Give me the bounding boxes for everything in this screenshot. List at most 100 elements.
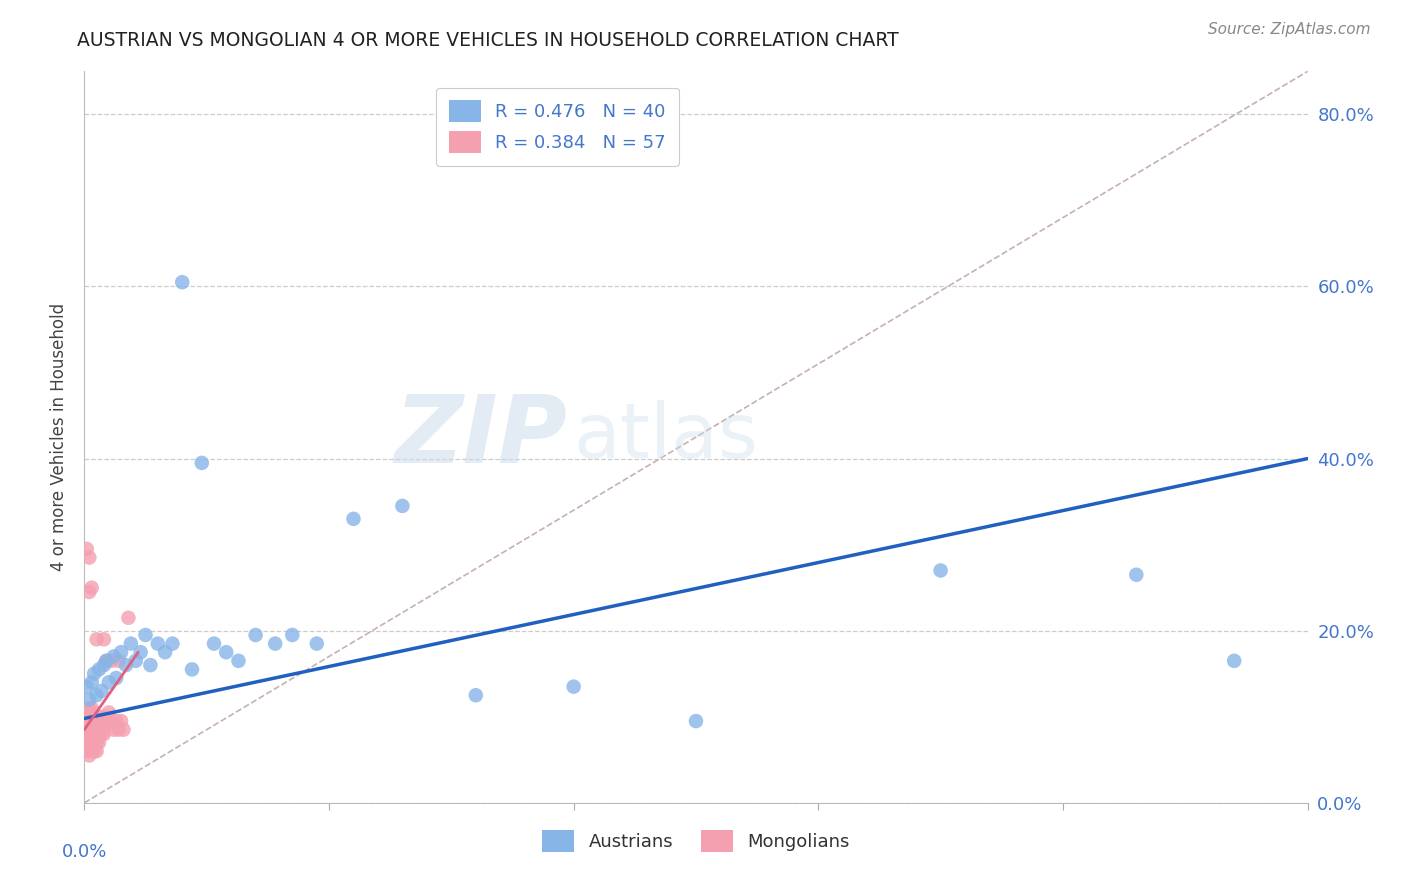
Point — [80, 675, 103, 690]
Point — [93, 632, 115, 647]
Point — [76, 735, 98, 749]
Point — [97, 675, 120, 690]
Point — [97, 714, 120, 728]
Point — [391, 499, 413, 513]
Point — [1223, 654, 1246, 668]
Point — [77, 731, 100, 746]
Point — [96, 654, 118, 668]
Text: Source: ZipAtlas.com: Source: ZipAtlas.com — [1208, 22, 1371, 37]
Point — [80, 735, 103, 749]
Point — [172, 275, 194, 289]
Point — [929, 564, 952, 578]
Point — [80, 581, 103, 595]
Point — [86, 744, 108, 758]
Point — [97, 706, 120, 720]
Point — [83, 710, 105, 724]
Text: AUSTRIAN VS MONGOLIAN 4 OR MORE VEHICLES IN HOUSEHOLD CORRELATION CHART: AUSTRIAN VS MONGOLIAN 4 OR MORE VEHICLES… — [77, 31, 898, 50]
Point — [83, 727, 105, 741]
Point — [464, 688, 486, 702]
Point — [181, 662, 204, 676]
Point — [86, 688, 108, 702]
Point — [87, 710, 110, 724]
Point — [685, 714, 707, 728]
Point — [153, 645, 176, 659]
Point — [73, 731, 96, 746]
Point — [125, 654, 148, 668]
Point — [93, 727, 115, 741]
Point — [191, 456, 214, 470]
Point — [90, 684, 112, 698]
Point — [107, 654, 129, 668]
Point — [215, 645, 238, 659]
Point — [100, 654, 122, 668]
Point — [83, 666, 105, 681]
Point — [105, 671, 128, 685]
Point — [77, 723, 100, 737]
Point — [90, 727, 112, 741]
Point — [76, 680, 98, 694]
Point — [77, 748, 100, 763]
Legend: Austrians, Mongolians: Austrians, Mongolians — [534, 823, 858, 860]
Point — [87, 735, 110, 749]
Point — [77, 701, 100, 715]
Point — [93, 658, 115, 673]
Point — [80, 718, 103, 732]
Point — [77, 706, 100, 720]
Point — [281, 628, 304, 642]
Point — [77, 692, 100, 706]
Text: atlas: atlas — [574, 401, 758, 474]
Point — [83, 735, 105, 749]
Point — [76, 744, 98, 758]
Point — [77, 739, 100, 754]
Point — [76, 710, 98, 724]
Point — [80, 701, 103, 715]
Point — [117, 611, 139, 625]
Point — [80, 744, 103, 758]
Point — [76, 718, 98, 732]
Point — [305, 637, 328, 651]
Text: ZIP: ZIP — [395, 391, 568, 483]
Point — [77, 585, 100, 599]
Point — [76, 541, 98, 556]
Point — [73, 723, 96, 737]
Point — [103, 723, 125, 737]
Point — [110, 645, 132, 659]
Point — [110, 714, 132, 728]
Point — [202, 637, 225, 651]
Point — [87, 718, 110, 732]
Point — [139, 658, 162, 673]
Point — [80, 727, 103, 741]
Point — [103, 649, 125, 664]
Point — [342, 512, 364, 526]
Point — [77, 550, 100, 565]
Point — [87, 662, 110, 676]
Point — [86, 735, 108, 749]
Point — [93, 718, 115, 732]
Point — [76, 727, 98, 741]
Point — [162, 637, 184, 651]
Point — [83, 744, 105, 758]
Point — [100, 714, 122, 728]
Point — [1125, 567, 1147, 582]
Point — [87, 727, 110, 741]
Point — [245, 628, 267, 642]
Point — [562, 680, 585, 694]
Point — [120, 637, 142, 651]
Point — [96, 654, 118, 668]
Y-axis label: 4 or more Vehicles in Household: 4 or more Vehicles in Household — [51, 303, 69, 571]
Point — [86, 727, 108, 741]
Point — [129, 645, 152, 659]
Point — [115, 658, 138, 673]
Point — [264, 637, 287, 651]
Point — [146, 637, 169, 651]
Point — [112, 723, 135, 737]
Point — [135, 628, 157, 642]
Point — [228, 654, 250, 668]
Text: 0.0%: 0.0% — [62, 843, 107, 861]
Point — [93, 710, 115, 724]
Point — [86, 718, 108, 732]
Point — [107, 723, 129, 737]
Point — [86, 632, 108, 647]
Point — [90, 718, 112, 732]
Point — [83, 718, 105, 732]
